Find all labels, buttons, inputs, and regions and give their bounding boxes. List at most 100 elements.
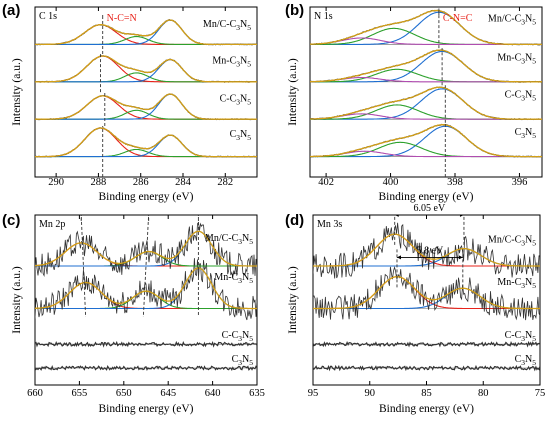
series-label: C-C3N5 [505,90,537,103]
series-label: Mn/C-C3N5 [203,19,251,32]
x-axis-label: Binding energy (eV) [99,403,194,415]
guide-line [100,15,106,177]
x-tick-label: 85 [421,388,432,399]
fit-envelope [35,93,257,120]
guide-line [80,215,87,318]
series-label: C3N5 [232,354,254,367]
series-C-C3N5 [313,340,540,348]
x-tick-label: 645 [160,388,176,399]
series-label: Mn/C-C3N5 [205,233,253,246]
series-Mn-C3N5 [35,258,257,321]
raw-spectrum [35,258,257,321]
x-tick-label: 288 [91,177,107,188]
x-tick-label: 660 [27,388,43,399]
panel-tag: (c) [2,212,20,229]
fit-envelope [310,49,542,83]
x-tick-label: 402 [318,177,334,188]
fit-envelope [35,230,257,267]
x-axis-label: Binding energy (eV) [99,191,194,203]
fit-envelope [35,55,257,83]
panel-c: (c) Mn 2p 660 655 650 645 640 635 Binding energy… [2,212,265,415]
series-C-C3N5 [310,86,542,121]
series-label: C-C3N5 [505,330,537,343]
x-axis-label: Binding energy (eV) [379,191,474,203]
plot-area [310,8,542,177]
panel-title: N 1s [314,11,333,22]
panel-a: (a) C 1s 290 288 286 284 282 Binding energy (eV… [2,2,258,203]
series-C3N5 [35,365,257,372]
raw-spectrum [313,340,540,348]
fit-component-green [310,27,542,45]
y-axis-label: Intensity (a.u.) [11,58,23,126]
x-tick-label: 290 [48,177,64,188]
fit-envelope [35,19,257,46]
plot-frame [34,214,258,386]
x-tick-label: 282 [217,177,233,188]
series-label: C3N5 [515,354,537,367]
series-Mn-C3N5 [313,265,540,321]
x-tick-label: 635 [249,388,265,399]
panel-d: (d) Mn 3s 95 90 85 80 75 Binding energy (eV) Int… [285,203,545,415]
series-label: Mn/C-C3N5 [488,14,536,27]
raw-spectrum [313,265,540,321]
plot-frame [34,6,258,178]
x-tick-label: 90 [365,388,376,399]
fit-component-green [310,104,542,120]
raw-spectrum [35,221,257,277]
series-Mn/C-C3N5 [310,9,542,46]
x-tick-label: 398 [447,177,463,188]
splitting-label: 6.05 eV [414,203,446,214]
raw-spectrum [35,340,257,348]
raw-spectrum [313,364,540,372]
fit-envelope [310,9,542,46]
series-label: Mn-C3N5 [497,52,536,65]
arrow-head [396,255,401,260]
y-axis-label: Intensity (a.u.) [287,266,299,334]
series-C3N5 [310,123,542,158]
panel-tag: (d) [285,212,304,229]
x-tick-label: 640 [205,388,221,399]
panel-b: (b) N 1s 402 400 398 396 Binding energy (eV) In… [285,2,543,203]
y-axis-label: Intensity (a.u.) [287,58,299,126]
x-tick-label: 284 [175,177,192,188]
series-C3N5 [35,127,257,158]
plot-area [35,15,257,177]
panel-title: C 1s [39,11,57,22]
raw-spectrum [313,222,540,279]
series-label: C-C3N5 [222,330,254,343]
series-Mn/C-C3N5 [35,221,257,277]
panel-tag: (a) [2,2,20,19]
x-tick-label: 95 [308,388,319,399]
x-tick-label: 80 [478,388,489,399]
x-tick-label: 75 [535,388,546,399]
series-C-C3N5 [35,93,257,121]
splitting-label: 5.8 eV [417,245,444,256]
series-Mn-C3N5 [310,49,542,83]
series-C3N5 [313,364,540,372]
raw-spectrum [35,365,257,372]
series-label: Mn-C3N5 [214,272,253,285]
x-tick-label: 655 [72,388,88,399]
fit-envelope [35,127,257,158]
fit-component-green [35,72,257,83]
series-Mn-C3N5 [35,55,257,83]
series-Mn/C-C3N5 [35,19,257,46]
bond-annotation: C-N=C [443,13,473,24]
plot-area [35,215,257,372]
fit-component-green [35,36,257,45]
x-axis-label: Binding energy (eV) [379,403,474,415]
series-label: C3N5 [515,127,537,140]
panel-title: Mn 2p [39,219,65,230]
fit-envelope [35,267,257,310]
arrow-head [459,215,464,217]
x-tick-label: 286 [133,177,149,188]
plot-frame [309,6,543,178]
series-label: Mn-C3N5 [497,277,536,290]
fit-envelope [310,124,542,158]
panel-tag: (b) [285,2,304,19]
x-tick-label: 650 [116,388,132,399]
fit-envelope [313,276,540,310]
fit-component-green [310,68,542,83]
fit-envelope [310,86,542,120]
